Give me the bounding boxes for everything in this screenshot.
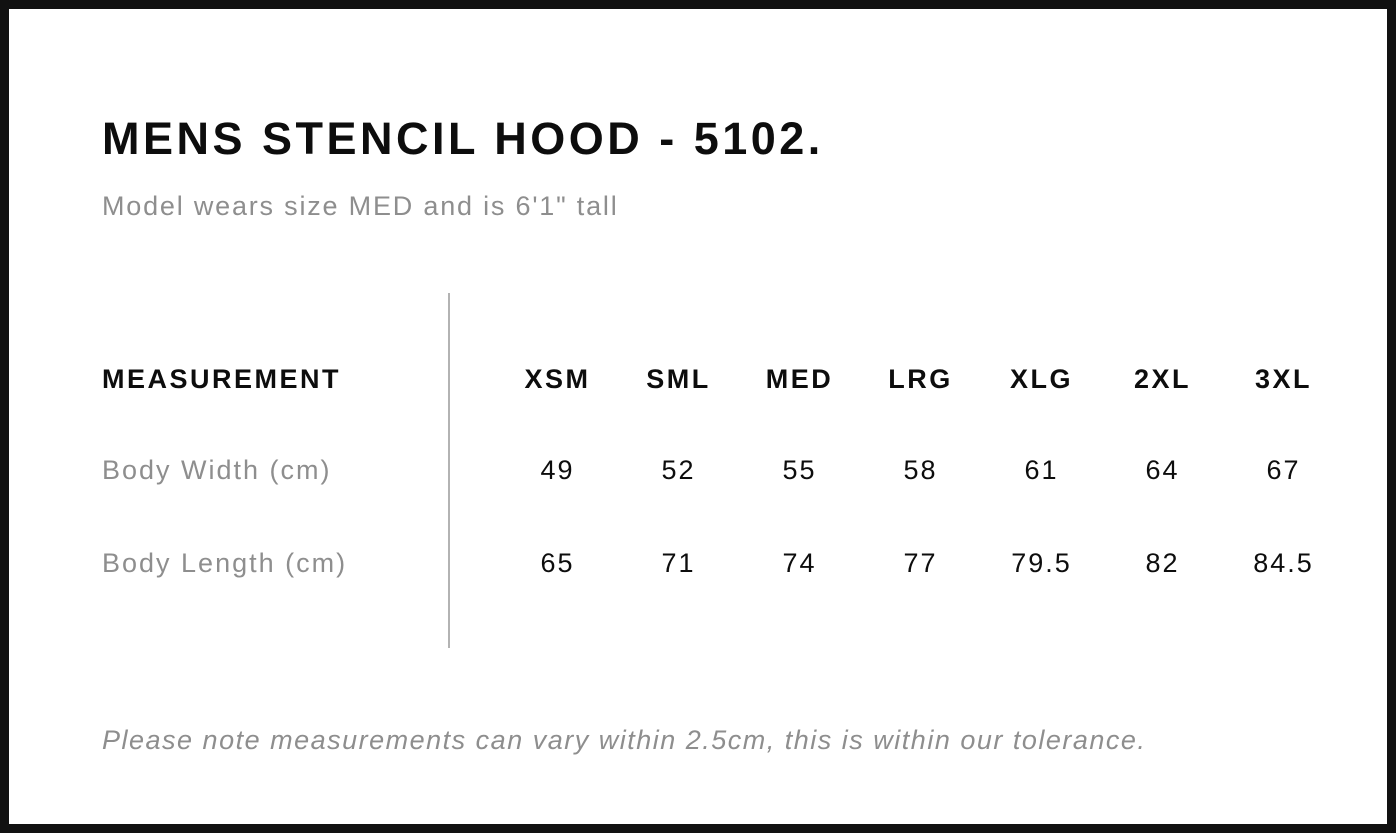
body-width-sml: 52 <box>661 455 696 485</box>
size-header-3xl: 3XL <box>1254 364 1313 394</box>
body-width-3xl: 67 <box>1266 455 1301 485</box>
size-header-lrg: LRG <box>888 364 953 394</box>
body-width-xlg: 61 <box>1024 455 1059 485</box>
model-size-subtitle: Model wears size MED and is 6'1" tall <box>102 191 619 221</box>
size-header-xlg: XLG <box>1009 364 1073 394</box>
row-label-body-length: Body Length (cm) <box>102 548 348 578</box>
size-table-header-row: MEASUREMENT XSM SML MED LRG XLG 2XL 3XL <box>102 359 1344 399</box>
body-length-med: 74 <box>782 548 817 578</box>
row-label-body-width: Body Width (cm) <box>102 455 332 485</box>
body-length-3xl: 84.5 <box>1253 548 1314 578</box>
body-length-xsm: 65 <box>540 548 575 578</box>
page-title: MENS STENCIL HOOD - 5102. <box>102 113 824 164</box>
size-header-2xl: 2XL <box>1133 364 1192 394</box>
table-vertical-divider <box>448 293 450 648</box>
body-length-2xl: 82 <box>1145 548 1180 578</box>
body-length-lrg: 77 <box>903 548 938 578</box>
body-width-2xl: 64 <box>1145 455 1180 485</box>
body-width-lrg: 58 <box>903 455 938 485</box>
table-row-body-length: Body Length (cm) 65 71 74 77 79.5 82 84.… <box>102 543 1344 583</box>
measurement-column-header: MEASUREMENT <box>102 364 342 394</box>
body-width-med: 55 <box>782 455 817 485</box>
table-row-body-width: Body Width (cm) 49 52 55 58 61 64 67 <box>102 450 1344 490</box>
body-length-xlg: 79.5 <box>1011 548 1072 578</box>
tolerance-note: Please note measurements can vary within… <box>102 725 1147 755</box>
size-header-med: MED <box>765 364 834 394</box>
body-width-xsm: 49 <box>540 455 575 485</box>
size-header-sml: SML <box>646 364 711 394</box>
body-length-sml: 71 <box>661 548 696 578</box>
size-header-xsm: XSM <box>524 364 591 394</box>
